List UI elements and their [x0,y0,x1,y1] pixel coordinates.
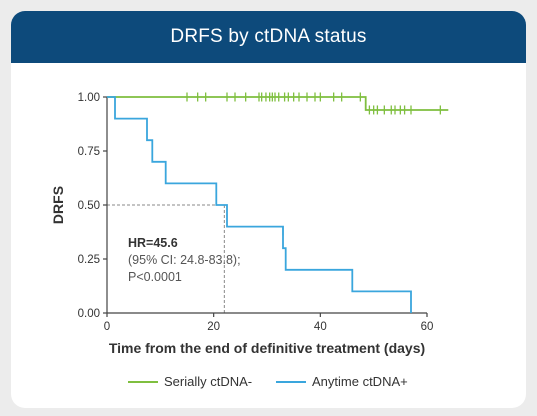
x-tick-label: 40 [314,321,327,333]
chart-title: DRFS by ctDNA status [11,11,526,63]
y-tick-label: 0.75 [78,146,100,158]
series-line-serially-ctdna-neg [107,96,449,111]
x-tick-label: 20 [207,321,220,333]
reference-layer [107,204,225,313]
legend: Serially ctDNA- Anytime ctDNA+ [128,374,408,389]
legend-label-anytime: Anytime ctDNA+ [312,374,408,389]
censor-marks [186,92,441,236]
series-lines [107,96,449,313]
y-tick-label: 1.00 [78,92,100,104]
ci-label: (95% CI: 24.8-83.8); [128,253,241,267]
series-line-anytime-ctdna-pos [107,96,412,313]
y-tick-label: 0.25 [78,254,100,266]
x-tick-label: 60 [421,321,434,333]
chart-card: DRFS by ctDNA status [11,11,526,408]
y-axis-label: DRFS [50,186,66,224]
hr-label: HR=45.6 [128,236,178,250]
y-tick-label: 0.00 [78,308,100,320]
y-tick-label: 0.50 [78,200,100,212]
legend-label-serially: Serially ctDNA- [164,374,252,389]
p-value-label: P<0.0001 [128,270,182,284]
tick-labels: 0.00 0.25 0.50 0.75 1.00 0 20 40 60 [78,92,434,333]
x-tick-label: 0 [104,321,110,333]
x-axis-label: Time from the end of definitive treatmen… [109,340,425,356]
